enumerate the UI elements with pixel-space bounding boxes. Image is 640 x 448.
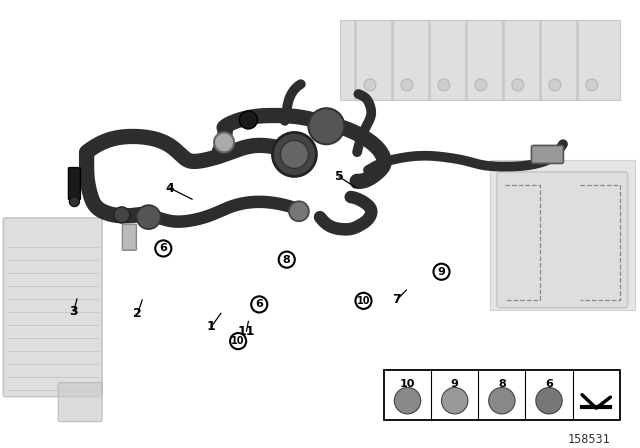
Circle shape [355, 293, 372, 309]
Text: 10: 10 [232, 336, 245, 346]
Circle shape [401, 79, 413, 91]
Circle shape [586, 79, 598, 91]
FancyBboxPatch shape [122, 224, 136, 250]
Circle shape [308, 108, 344, 144]
Circle shape [549, 79, 561, 91]
Text: 1: 1 [207, 320, 216, 333]
Polygon shape [490, 160, 635, 310]
Circle shape [251, 296, 268, 312]
Text: 7: 7 [392, 293, 401, 306]
Text: 3: 3 [70, 305, 78, 318]
Circle shape [433, 264, 449, 280]
Circle shape [442, 388, 468, 414]
Circle shape [278, 252, 295, 268]
Circle shape [280, 141, 308, 168]
Text: 8: 8 [283, 254, 291, 265]
FancyBboxPatch shape [3, 218, 102, 396]
Text: 2: 2 [133, 307, 142, 320]
FancyBboxPatch shape [531, 146, 563, 164]
Circle shape [475, 79, 487, 91]
Circle shape [273, 133, 316, 177]
Circle shape [69, 197, 79, 207]
Circle shape [289, 201, 309, 221]
Circle shape [230, 333, 246, 349]
Text: 11: 11 [237, 325, 255, 338]
Text: 9: 9 [451, 379, 459, 389]
Circle shape [114, 207, 130, 223]
Text: 9: 9 [438, 267, 445, 277]
Circle shape [512, 79, 524, 91]
Text: 6: 6 [545, 379, 553, 389]
Circle shape [364, 79, 376, 91]
FancyBboxPatch shape [58, 383, 102, 422]
Text: 10: 10 [400, 379, 415, 389]
Text: 10: 10 [356, 296, 370, 306]
Circle shape [536, 388, 562, 414]
Circle shape [214, 132, 234, 152]
Text: 6: 6 [255, 299, 263, 310]
Text: 4: 4 [165, 181, 174, 194]
Circle shape [394, 388, 420, 414]
FancyBboxPatch shape [68, 168, 81, 199]
Circle shape [239, 111, 257, 129]
Bar [384, 370, 620, 420]
Text: 8: 8 [498, 379, 506, 389]
Text: 5: 5 [335, 170, 344, 183]
Circle shape [438, 79, 450, 91]
Text: 158531: 158531 [567, 433, 610, 446]
FancyBboxPatch shape [497, 172, 628, 308]
Circle shape [489, 388, 515, 414]
Circle shape [156, 241, 172, 257]
Polygon shape [340, 20, 620, 100]
Text: 6: 6 [159, 243, 167, 254]
Circle shape [136, 205, 161, 229]
